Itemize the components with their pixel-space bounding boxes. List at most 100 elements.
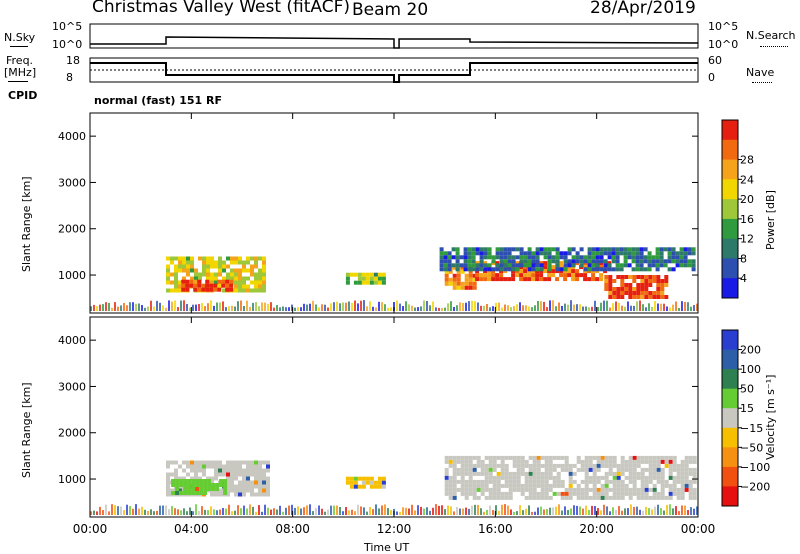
velocity-cell [604, 463, 609, 468]
power-cell [381, 276, 386, 281]
power-cell [217, 279, 222, 284]
velocity-cell [552, 455, 557, 460]
power-ground-scatter [345, 302, 347, 311]
power-cell [547, 277, 552, 282]
power-ground-scatter [123, 303, 125, 311]
power-cell [471, 259, 476, 264]
power-cell [222, 288, 226, 293]
velocity-cell [616, 487, 621, 492]
velocity-cell [528, 495, 533, 500]
power-cell [198, 256, 202, 261]
velocity-cell [516, 479, 521, 484]
velocity-cell [640, 483, 645, 488]
power-cell [643, 247, 648, 252]
velocity-cell [488, 459, 493, 464]
power-cell [559, 265, 564, 270]
power-cell [507, 259, 512, 264]
power-cell [523, 251, 528, 256]
velocity-cell [460, 479, 465, 484]
velocity-cell [191, 487, 196, 491]
power-cell [234, 260, 238, 265]
velocity-cell [365, 476, 370, 481]
power-cell [620, 287, 625, 291]
velocity-ground-scatter [339, 507, 341, 515]
power-ground-scatter [642, 304, 644, 311]
velocity-cell [632, 483, 637, 488]
velocity-cell [676, 479, 681, 484]
velocity-cell [345, 480, 350, 485]
power-cell [238, 272, 242, 277]
power-cell [543, 269, 548, 274]
power-ground-scatter [441, 308, 443, 311]
velocity-cell [210, 464, 214, 469]
power-cell [213, 287, 218, 292]
velocity-cell [460, 475, 465, 480]
power-cell [365, 276, 370, 281]
power-cell [250, 268, 254, 273]
power-cell [683, 247, 688, 252]
power-ground-scatter [417, 307, 419, 311]
power-cell [185, 279, 190, 284]
velocity-cell [452, 455, 457, 460]
power-cell [563, 255, 568, 260]
power-cell [460, 269, 465, 274]
power-cell [603, 263, 608, 268]
power-cell [214, 272, 218, 277]
velocity-ground-scatter [405, 507, 407, 515]
power-ground-scatter [609, 307, 611, 311]
velocity-cell [592, 455, 597, 460]
velocity-cell [258, 484, 262, 489]
power-cell [242, 264, 246, 269]
velocity-cell [266, 484, 270, 489]
velocity-cell [492, 463, 497, 468]
velocity-cell [226, 476, 230, 481]
velocity-cell [191, 479, 196, 483]
velocity-cell [223, 483, 228, 487]
velocity-ground-scatter [279, 505, 281, 515]
velocity-ground-scatter [198, 511, 200, 515]
velocity-cell [222, 468, 226, 473]
power-cell [611, 259, 616, 264]
nave-label: Nave [746, 66, 775, 79]
velocity-ground-scatter [243, 505, 245, 515]
velocity-ground-scatter [402, 507, 404, 515]
power-ground-scatter [459, 302, 461, 311]
velocity-cell [222, 472, 226, 477]
power-cell [599, 267, 604, 272]
velocity-ground-scatter [93, 510, 95, 515]
velocity-cell [492, 479, 497, 484]
power-cell [632, 291, 637, 295]
power-ground-scatter [324, 304, 326, 311]
power-cell [595, 263, 600, 268]
velocity-ground-scatter [381, 505, 383, 515]
power-ground-scatter [198, 304, 200, 311]
power-cell [451, 255, 456, 260]
power-cell [467, 251, 472, 256]
power-ground-scatter [555, 306, 557, 311]
velocity-cell [576, 455, 581, 460]
velocity-cell [170, 488, 174, 493]
velocity-cell [242, 492, 246, 497]
power-cell [242, 284, 246, 289]
velocity-cell [464, 471, 469, 476]
power-cell [467, 263, 472, 268]
velocity-cell [644, 459, 649, 464]
power-ground-scatter [102, 304, 104, 311]
power-cell [555, 251, 560, 256]
power-cell [523, 263, 528, 268]
power-cell [687, 259, 692, 264]
power-cell [262, 260, 266, 265]
power-cell [523, 269, 528, 274]
velocity-ground-scatter [438, 505, 440, 515]
velocity-ground-scatter [396, 511, 398, 515]
power-ground-scatter [369, 301, 371, 311]
power-cell [197, 279, 202, 284]
power-ground-scatter [282, 306, 284, 311]
power-cell [262, 288, 266, 293]
velocity-colorbar-segment [722, 388, 738, 409]
power-cell [547, 247, 552, 252]
power-cell [226, 264, 230, 269]
power-cell [499, 247, 504, 252]
power-ground-scatter [168, 300, 170, 311]
power-cell [655, 259, 660, 264]
